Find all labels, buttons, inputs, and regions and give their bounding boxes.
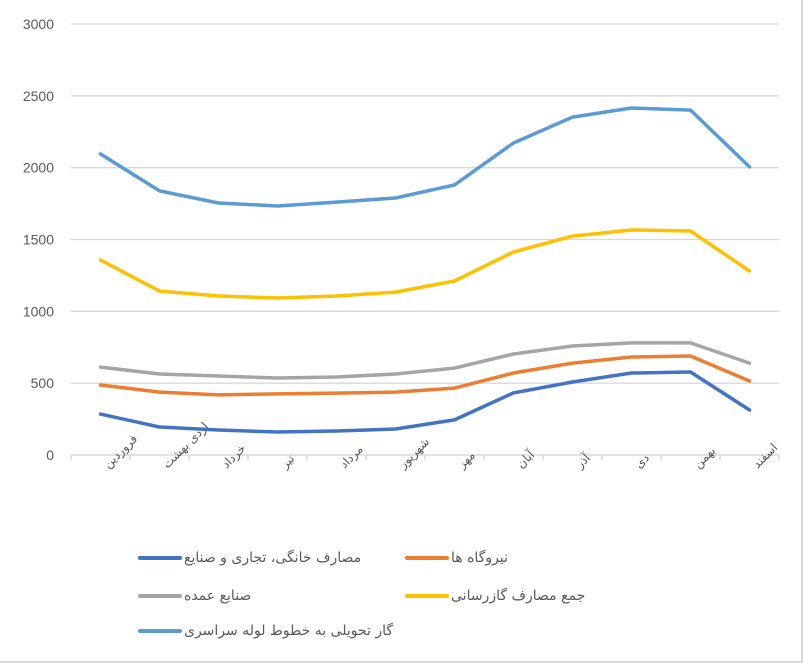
y-axis: 0 500 1000 1500 2000 2500 3000 bbox=[23, 16, 54, 463]
x-tick-label: دی bbox=[632, 451, 652, 471]
x-tick-label: فروردین bbox=[101, 432, 141, 472]
y-tick-label: 1500 bbox=[23, 232, 54, 248]
y-tick-label: 2500 bbox=[23, 88, 54, 104]
y-tick-label: 3000 bbox=[23, 16, 54, 32]
legend-item-major-industries[interactable]: صنایع عمده bbox=[138, 588, 251, 604]
y-tick-label: 500 bbox=[31, 375, 55, 391]
series-line bbox=[98, 354, 752, 397]
legend-item-residential[interactable]: مصارف خانگی، تجاری و صنایع bbox=[138, 550, 361, 566]
series-lines bbox=[98, 106, 752, 434]
legend-swatch bbox=[405, 556, 449, 560]
legend-swatch bbox=[138, 594, 182, 598]
x-tick-label: شهریور bbox=[395, 435, 433, 473]
x-tick-label: خرداد bbox=[219, 441, 249, 471]
legend-swatch bbox=[138, 629, 182, 633]
y-tick-label: 0 bbox=[46, 447, 54, 463]
y-tick-label: 1000 bbox=[23, 303, 54, 319]
legend-item-pipeline-delivery[interactable]: گار تحویلی به خطوط لوله سراسری bbox=[138, 623, 393, 639]
legend-label: مصارف خانگی، تجاری و صنایع bbox=[184, 550, 362, 566]
series-line bbox=[98, 106, 752, 208]
x-tick-label: مرداد bbox=[337, 442, 367, 472]
x-tick-label: آبان bbox=[513, 447, 538, 472]
gridlines bbox=[71, 23, 779, 384]
series-line bbox=[98, 341, 752, 380]
legend-label: جمع مصارف گازرسانی bbox=[451, 588, 586, 604]
legend-swatch bbox=[405, 594, 449, 598]
x-tick-label: بهمن bbox=[691, 444, 719, 472]
series-line bbox=[98, 228, 752, 300]
legend-swatch bbox=[138, 556, 182, 560]
legend-label: صنایع عمده bbox=[184, 588, 252, 604]
legend-label: نیروگاه ها bbox=[451, 550, 508, 566]
x-tick-label: مهر bbox=[454, 448, 478, 472]
legend-item-total-gas-distribution[interactable]: جمع مصارف گازرسانی bbox=[405, 588, 585, 604]
x-tick-label: آذر bbox=[571, 450, 594, 473]
y-tick-label: 2000 bbox=[23, 160, 54, 176]
legend-label: گار تحویلی به خطوط لوله سراسری bbox=[184, 623, 394, 639]
legend-item-power-plants[interactable]: نیروگاه ها bbox=[405, 550, 508, 566]
series-line bbox=[98, 370, 752, 434]
x-tick-label: اسفند bbox=[750, 440, 781, 471]
